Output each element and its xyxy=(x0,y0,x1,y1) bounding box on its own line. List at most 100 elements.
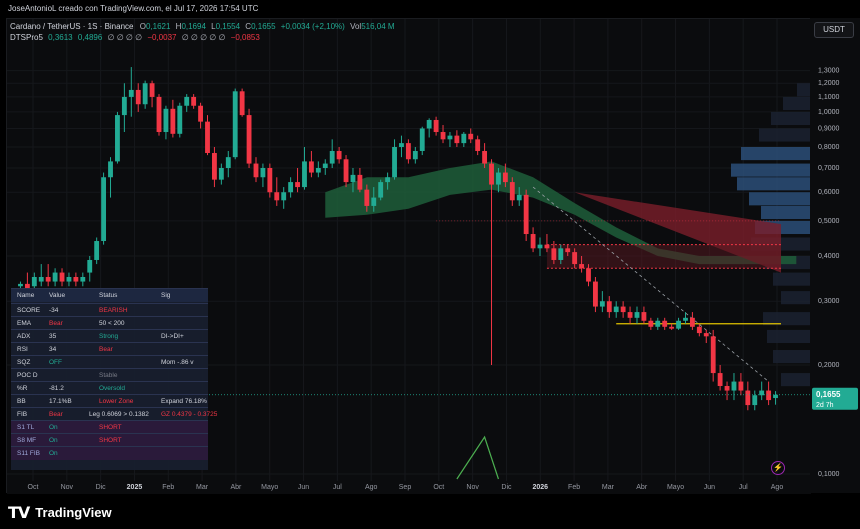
candle-body xyxy=(350,174,356,183)
time-axis-tick: Feb xyxy=(568,484,580,491)
candle-body xyxy=(94,241,100,260)
status-table-row: ADX 35 Strong DI->DI+ xyxy=(11,329,208,343)
status-table-cell: Strong xyxy=(99,333,119,340)
candle-body xyxy=(205,121,210,154)
candle-body xyxy=(260,167,266,178)
candle-body xyxy=(412,150,418,160)
candle-body xyxy=(475,139,481,151)
oscillator-line xyxy=(456,435,500,480)
time-axis-tick: Jun xyxy=(704,484,715,491)
volume-profile-bar xyxy=(761,205,811,220)
status-table-cell: 35 xyxy=(49,333,57,340)
price-axis-tick: 1,2000 xyxy=(818,80,840,87)
candle-body xyxy=(662,320,668,327)
candle-body xyxy=(724,385,730,391)
flash-icon[interactable]: ⚡ xyxy=(771,461,785,475)
price-axis-tick: 0,7000 xyxy=(818,165,840,172)
candle-body xyxy=(489,163,494,185)
candle-body xyxy=(579,264,584,269)
candle-body xyxy=(295,182,300,188)
countdown-text: 2d 7h xyxy=(816,402,834,409)
status-table-row: RSI 34 Bear xyxy=(11,342,208,356)
status-table-cell: FIB xyxy=(17,411,28,418)
candle-body xyxy=(308,161,314,173)
candle-body xyxy=(253,163,259,178)
indicator-legend[interactable]: DTSPro5 0,3613 0,4896 ∅ ∅ ∅ ∅ −0,0037 ∅ … xyxy=(10,33,260,42)
low-value: 0,1554 xyxy=(215,22,241,31)
candle-body xyxy=(371,197,377,206)
candle-body xyxy=(426,119,432,129)
time-axis-tick: Mar xyxy=(196,484,209,491)
status-table-cell: EMA xyxy=(17,320,32,327)
candle-body xyxy=(274,192,280,201)
volume-profile-bar xyxy=(781,373,811,387)
candle-body xyxy=(385,177,391,183)
candle-body xyxy=(198,105,203,122)
price-axis-tick: 0,2000 xyxy=(818,362,840,369)
status-table-row: POC D Stable xyxy=(11,368,208,382)
status-table-cell: OFF xyxy=(49,359,62,366)
volume-profile-bar xyxy=(731,163,811,177)
status-table-header: Name Value Status Sig xyxy=(11,288,208,302)
status-table-cell: S8 MF xyxy=(17,437,37,444)
status-table-cell: On xyxy=(49,424,58,431)
status-table-cell: Leg 0.6069 > 0.1382 xyxy=(89,411,149,418)
low-label: L xyxy=(211,22,216,31)
trend-line xyxy=(532,186,769,382)
high-value: 0,1694 xyxy=(181,22,206,31)
candle-body xyxy=(170,108,176,134)
volume-profile-bar xyxy=(749,192,811,206)
candle-body xyxy=(288,182,294,193)
candle-body xyxy=(613,306,619,313)
candle-body xyxy=(572,252,578,265)
candle-body xyxy=(232,91,238,158)
status-table-cell: GZ 0.4379 - 0.3725 xyxy=(161,411,218,418)
close-label: C xyxy=(245,22,252,31)
candle-body xyxy=(267,167,273,193)
symbol-legend[interactable]: Cardano / TetherUS · 1S · Binance O0,162… xyxy=(10,22,395,31)
candle-body xyxy=(530,234,536,249)
volume-profile-bar xyxy=(781,291,811,305)
status-table-row: SCORE -34 BEARISH xyxy=(11,303,208,317)
status-table-cell: Expand 76.18% xyxy=(161,398,207,405)
candle-body xyxy=(689,317,695,327)
candle-body xyxy=(565,248,571,253)
indicator-empty-2: ∅ ∅ ∅ ∅ ∅ xyxy=(181,33,226,42)
status-table-cell: BEARISH xyxy=(99,307,128,314)
candle-body xyxy=(45,276,51,282)
open-label: O xyxy=(139,22,146,31)
last-price-text: 0,1655 xyxy=(816,390,841,399)
candle-body xyxy=(59,272,65,282)
indicator-value-2: 0,4896 xyxy=(77,33,103,42)
status-table-cell: S1 TL xyxy=(17,424,35,431)
status-table-cell: On xyxy=(49,437,58,444)
candle-body xyxy=(606,301,612,313)
tradingview-logo[interactable]: TV TradingView xyxy=(8,502,112,522)
status-table-cell: Oversold xyxy=(99,385,126,392)
candle-body xyxy=(620,306,626,313)
price-axis-tick: 1,0000 xyxy=(818,109,840,116)
fib-golden-zone xyxy=(546,244,781,269)
candle-body xyxy=(773,394,778,399)
candle-body xyxy=(128,89,134,97)
candle-body xyxy=(246,115,252,164)
candle-body xyxy=(18,283,23,287)
status-table-cell: -81.2 xyxy=(49,385,64,392)
currency-button[interactable]: USDT xyxy=(814,22,854,38)
candle-body xyxy=(696,326,702,334)
status-table-cell: SHORT xyxy=(99,424,122,431)
status-table-cell: ADX xyxy=(17,333,31,340)
status-table-cell: RSI xyxy=(17,346,28,353)
candle-body xyxy=(38,276,44,282)
status-table-cell: 50 < 200 xyxy=(99,320,125,327)
price-axis[interactable]: 1,3000 1,2000 1,1000 1,0000 0,9000 0,8000 0,70… xyxy=(810,18,860,493)
candle-body xyxy=(703,333,709,337)
candle-body xyxy=(752,395,758,406)
time-axis-tick: 2025 xyxy=(127,484,143,491)
status-table-cell: Stable xyxy=(99,372,118,379)
candle-body xyxy=(212,153,217,180)
candle-body xyxy=(52,272,58,282)
candle-body xyxy=(669,326,675,329)
indicator-status-table: Name Value Status Sig SCORE -34 BEARISH EMA Bear… xyxy=(11,288,217,470)
